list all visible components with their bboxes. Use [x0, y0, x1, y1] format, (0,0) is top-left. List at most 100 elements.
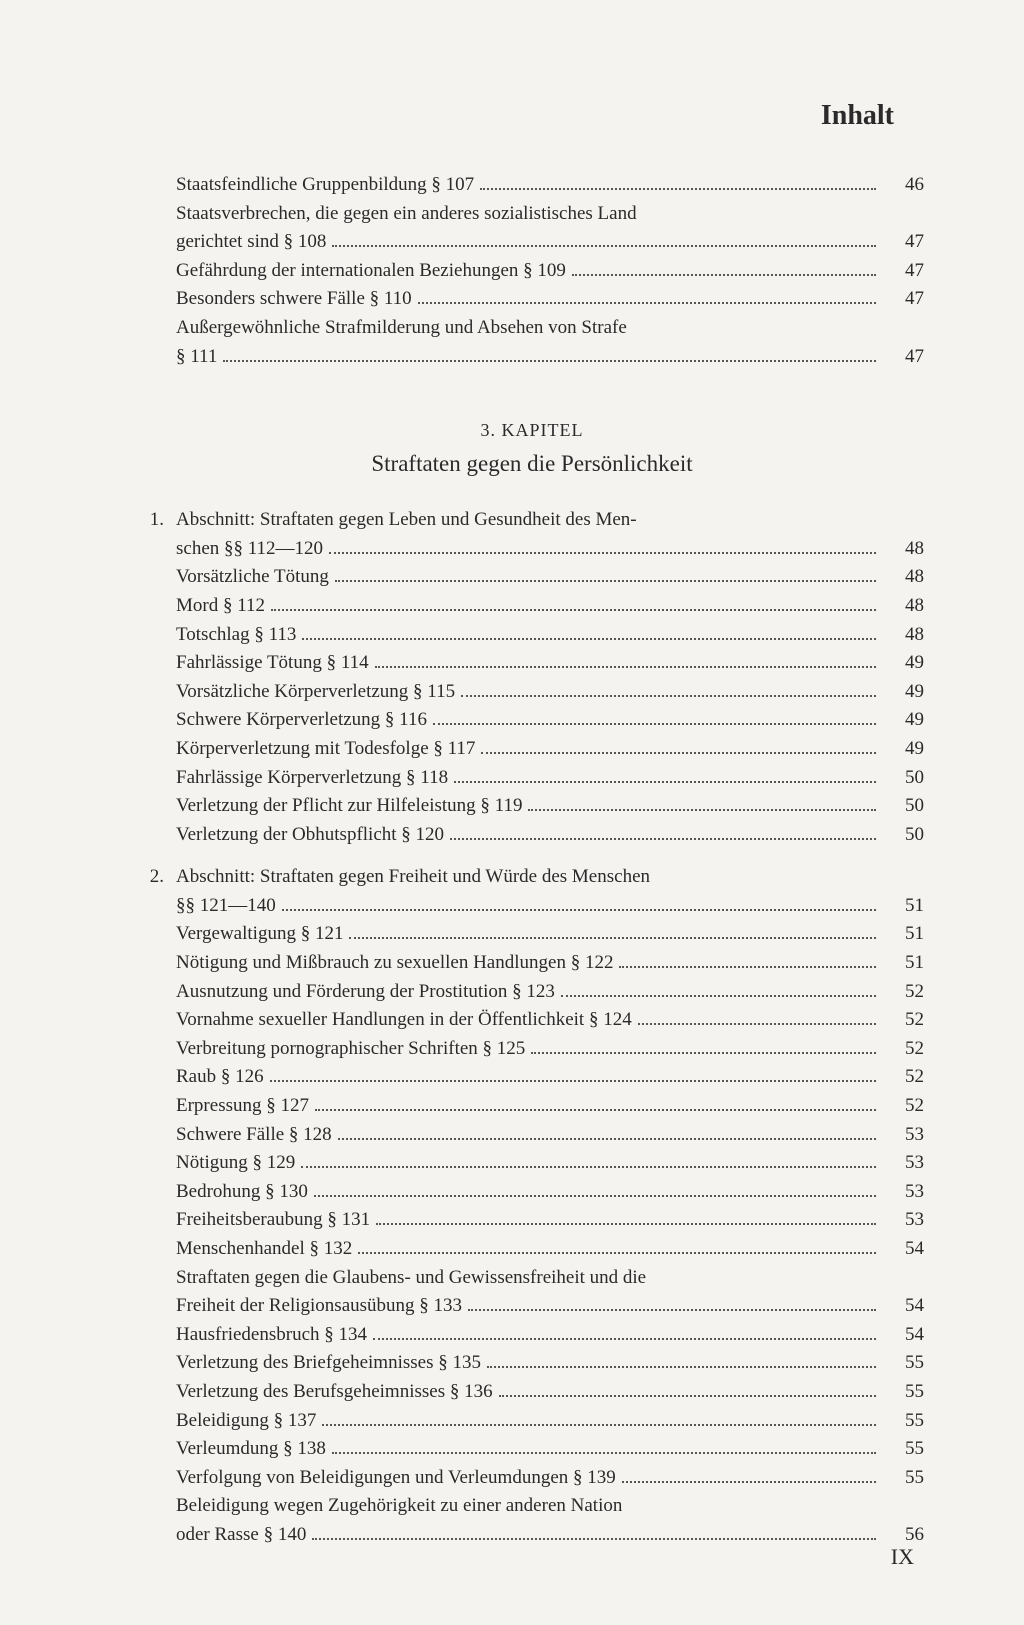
toc-entry-text: Menschenhandel § 132 — [176, 1236, 352, 1263]
toc-dots — [314, 1195, 876, 1197]
toc-entry-text: Fahrlässige Körperverletzung § 118 — [176, 765, 448, 792]
toc-dots — [349, 937, 876, 939]
toc-row: Nötigung § 12953 — [140, 1150, 924, 1177]
toc-page-number: 55 — [882, 1465, 924, 1492]
toc-dots — [315, 1109, 876, 1111]
toc-entry-text: Verletzung der Pflicht zur Hilfeleistung… — [176, 793, 522, 820]
toc-row: Fahrlässige Tötung § 114 49 — [140, 650, 924, 677]
toc-page-number: 52 — [882, 1093, 924, 1120]
toc-section: 1.Abschnitt: Straftaten gegen Leben und … — [140, 507, 924, 848]
toc-row: 1.Abschnitt: Straftaten gegen Leben und … — [140, 507, 924, 534]
toc-page-number: 48 — [882, 593, 924, 620]
toc-page-number: 53 — [882, 1207, 924, 1234]
toc-block-1: Staatsfeindliche Gruppenbildung § 10746S… — [140, 172, 924, 370]
toc-entry-text: Vornahme sexueller Handlungen in der Öff… — [176, 1007, 632, 1034]
toc-row: Fahrlässige Körperverletzung § 11850 — [140, 765, 924, 792]
toc-page-number: 48 — [882, 622, 924, 649]
toc-row: schen §§ 112—120 48 — [140, 536, 924, 563]
toc-entry-text: schen §§ 112—120 — [176, 536, 323, 563]
toc-page-number: 47 — [882, 258, 924, 285]
toc-entry-text: Beleidigung § 137 — [176, 1408, 316, 1435]
toc-row: Vergewaltigung § 12151 — [140, 921, 924, 948]
toc-page-number: 49 — [882, 650, 924, 677]
toc-row: Menschenhandel § 13254 — [140, 1236, 924, 1263]
toc-row: Vorsätzliche Tötung48 — [140, 564, 924, 591]
toc-row: 2.Abschnitt: Straftaten gegen Freiheit u… — [140, 864, 924, 891]
toc-dots — [312, 1538, 876, 1540]
toc-row: Beleidigung wegen Zugehörigkeit zu einer… — [140, 1493, 924, 1520]
toc-entry-text: Verfolgung von Beleidigungen und Verleum… — [176, 1465, 616, 1492]
toc-page-number: 46 — [882, 172, 924, 199]
toc-row: Mord § 11248 — [140, 593, 924, 620]
toc-entry-text: Nötigung § 129 — [176, 1150, 295, 1177]
toc-dots — [271, 609, 876, 611]
toc-dots — [373, 1338, 876, 1340]
toc-page-number: 55 — [882, 1350, 924, 1377]
toc-entry-text: §§ 121—140 — [176, 893, 276, 920]
toc-dots — [638, 1023, 876, 1025]
toc-row: Schwere Fälle § 12853 — [140, 1122, 924, 1149]
toc-entry-text: Fahrlässige Tötung § 114 — [176, 650, 369, 677]
toc-dots — [338, 1138, 876, 1140]
toc-page-number: 52 — [882, 1036, 924, 1063]
toc-page-number: 51 — [882, 921, 924, 948]
toc-row: Ausnutzung und Förderung der Prostitutio… — [140, 979, 924, 1006]
toc-dots — [270, 1080, 876, 1082]
toc-dots — [418, 302, 876, 304]
toc-entry-text: Verleumdung § 138 — [176, 1436, 326, 1463]
toc-entry-text: Straftaten gegen die Glaubens- und Gewis… — [176, 1265, 646, 1292]
toc-row: Verletzung des Berufsgeheimnisses § 1365… — [140, 1379, 924, 1406]
toc-entry-text: Staatsverbrechen, die gegen ein anderes … — [176, 201, 637, 228]
toc-entry-text: Schwere Fälle § 128 — [176, 1122, 332, 1149]
toc-page-number: 54 — [882, 1322, 924, 1349]
toc-dots — [329, 552, 876, 554]
toc-page-number: 49 — [882, 736, 924, 763]
toc-dots — [619, 966, 876, 968]
toc-dots — [531, 1052, 876, 1054]
toc-entry-text: Schwere Körperverletzung § 116 — [176, 707, 427, 734]
toc-row: Vorsätzliche Körperverletzung § 115 49 — [140, 679, 924, 706]
toc-entry-text: Freiheitsberaubung § 131 — [176, 1207, 370, 1234]
toc-section-number: 1. — [140, 507, 176, 534]
toc-entry-text: Hausfriedensbruch § 134 — [176, 1322, 367, 1349]
toc-dots — [481, 752, 876, 754]
toc-row: Verfolgung von Beleidigungen und Verleum… — [140, 1465, 924, 1492]
toc-entry-text: § 111 — [176, 344, 217, 371]
page-container: Inhalt Staatsfeindliche Gruppenbildung §… — [0, 0, 1024, 1625]
toc-page-number: 50 — [882, 793, 924, 820]
chapter-title: Straftaten gegen die Persönlichkeit — [140, 451, 924, 477]
toc-row: Schwere Körperverletzung § 11649 — [140, 707, 924, 734]
toc-row: Vornahme sexueller Handlungen in der Öff… — [140, 1007, 924, 1034]
toc-entry-text: Raub § 126 — [176, 1064, 264, 1091]
chapter-number: 3. KAPITEL — [140, 420, 924, 441]
toc-row: Straftaten gegen die Glaubens- und Gewis… — [140, 1265, 924, 1292]
toc-row: Staatsfeindliche Gruppenbildung § 107 46 — [140, 172, 924, 199]
toc-entry-text: Abschnitt: Straftaten gegen Freiheit und… — [176, 864, 650, 891]
toc-page-number: 52 — [882, 1064, 924, 1091]
toc-page-number: 52 — [882, 979, 924, 1006]
toc-dots — [528, 809, 876, 811]
toc-page-number: 48 — [882, 564, 924, 591]
toc-dots — [450, 838, 876, 840]
toc-entry-text: Verletzung der Obhutspflicht § 120 — [176, 822, 444, 849]
toc-entry-text: Bedrohung § 130 — [176, 1179, 308, 1206]
toc-row: Verletzung des Briefgeheimnisses § 13555 — [140, 1350, 924, 1377]
toc-page-number: 50 — [882, 822, 924, 849]
toc-entry-text: Staatsfeindliche Gruppenbildung § 107 — [176, 172, 474, 199]
toc-row: Totschlag § 113 48 — [140, 622, 924, 649]
toc-page-number: 55 — [882, 1436, 924, 1463]
toc-dots — [358, 1252, 876, 1254]
toc-page-number: 49 — [882, 679, 924, 706]
toc-row: Raub § 126 52 — [140, 1064, 924, 1091]
toc-entry-text: Erpressung § 127 — [176, 1093, 309, 1120]
toc-dots — [454, 781, 876, 783]
toc-row: Freiheit der Religionsausübung § 13354 — [140, 1293, 924, 1320]
toc-row: Verletzung der Obhutspflicht § 120 50 — [140, 822, 924, 849]
toc-entry-text: Vorsätzliche Körperverletzung § 115 — [176, 679, 455, 706]
toc-page-number: 52 — [882, 1007, 924, 1034]
toc-page-number: 48 — [882, 536, 924, 563]
toc-row: Außergewöhnliche Strafmilderung und Abse… — [140, 315, 924, 342]
toc-row: Gefährdung der internationalen Beziehung… — [140, 258, 924, 285]
toc-entry-text: Totschlag § 113 — [176, 622, 296, 649]
toc-dots — [499, 1395, 876, 1397]
